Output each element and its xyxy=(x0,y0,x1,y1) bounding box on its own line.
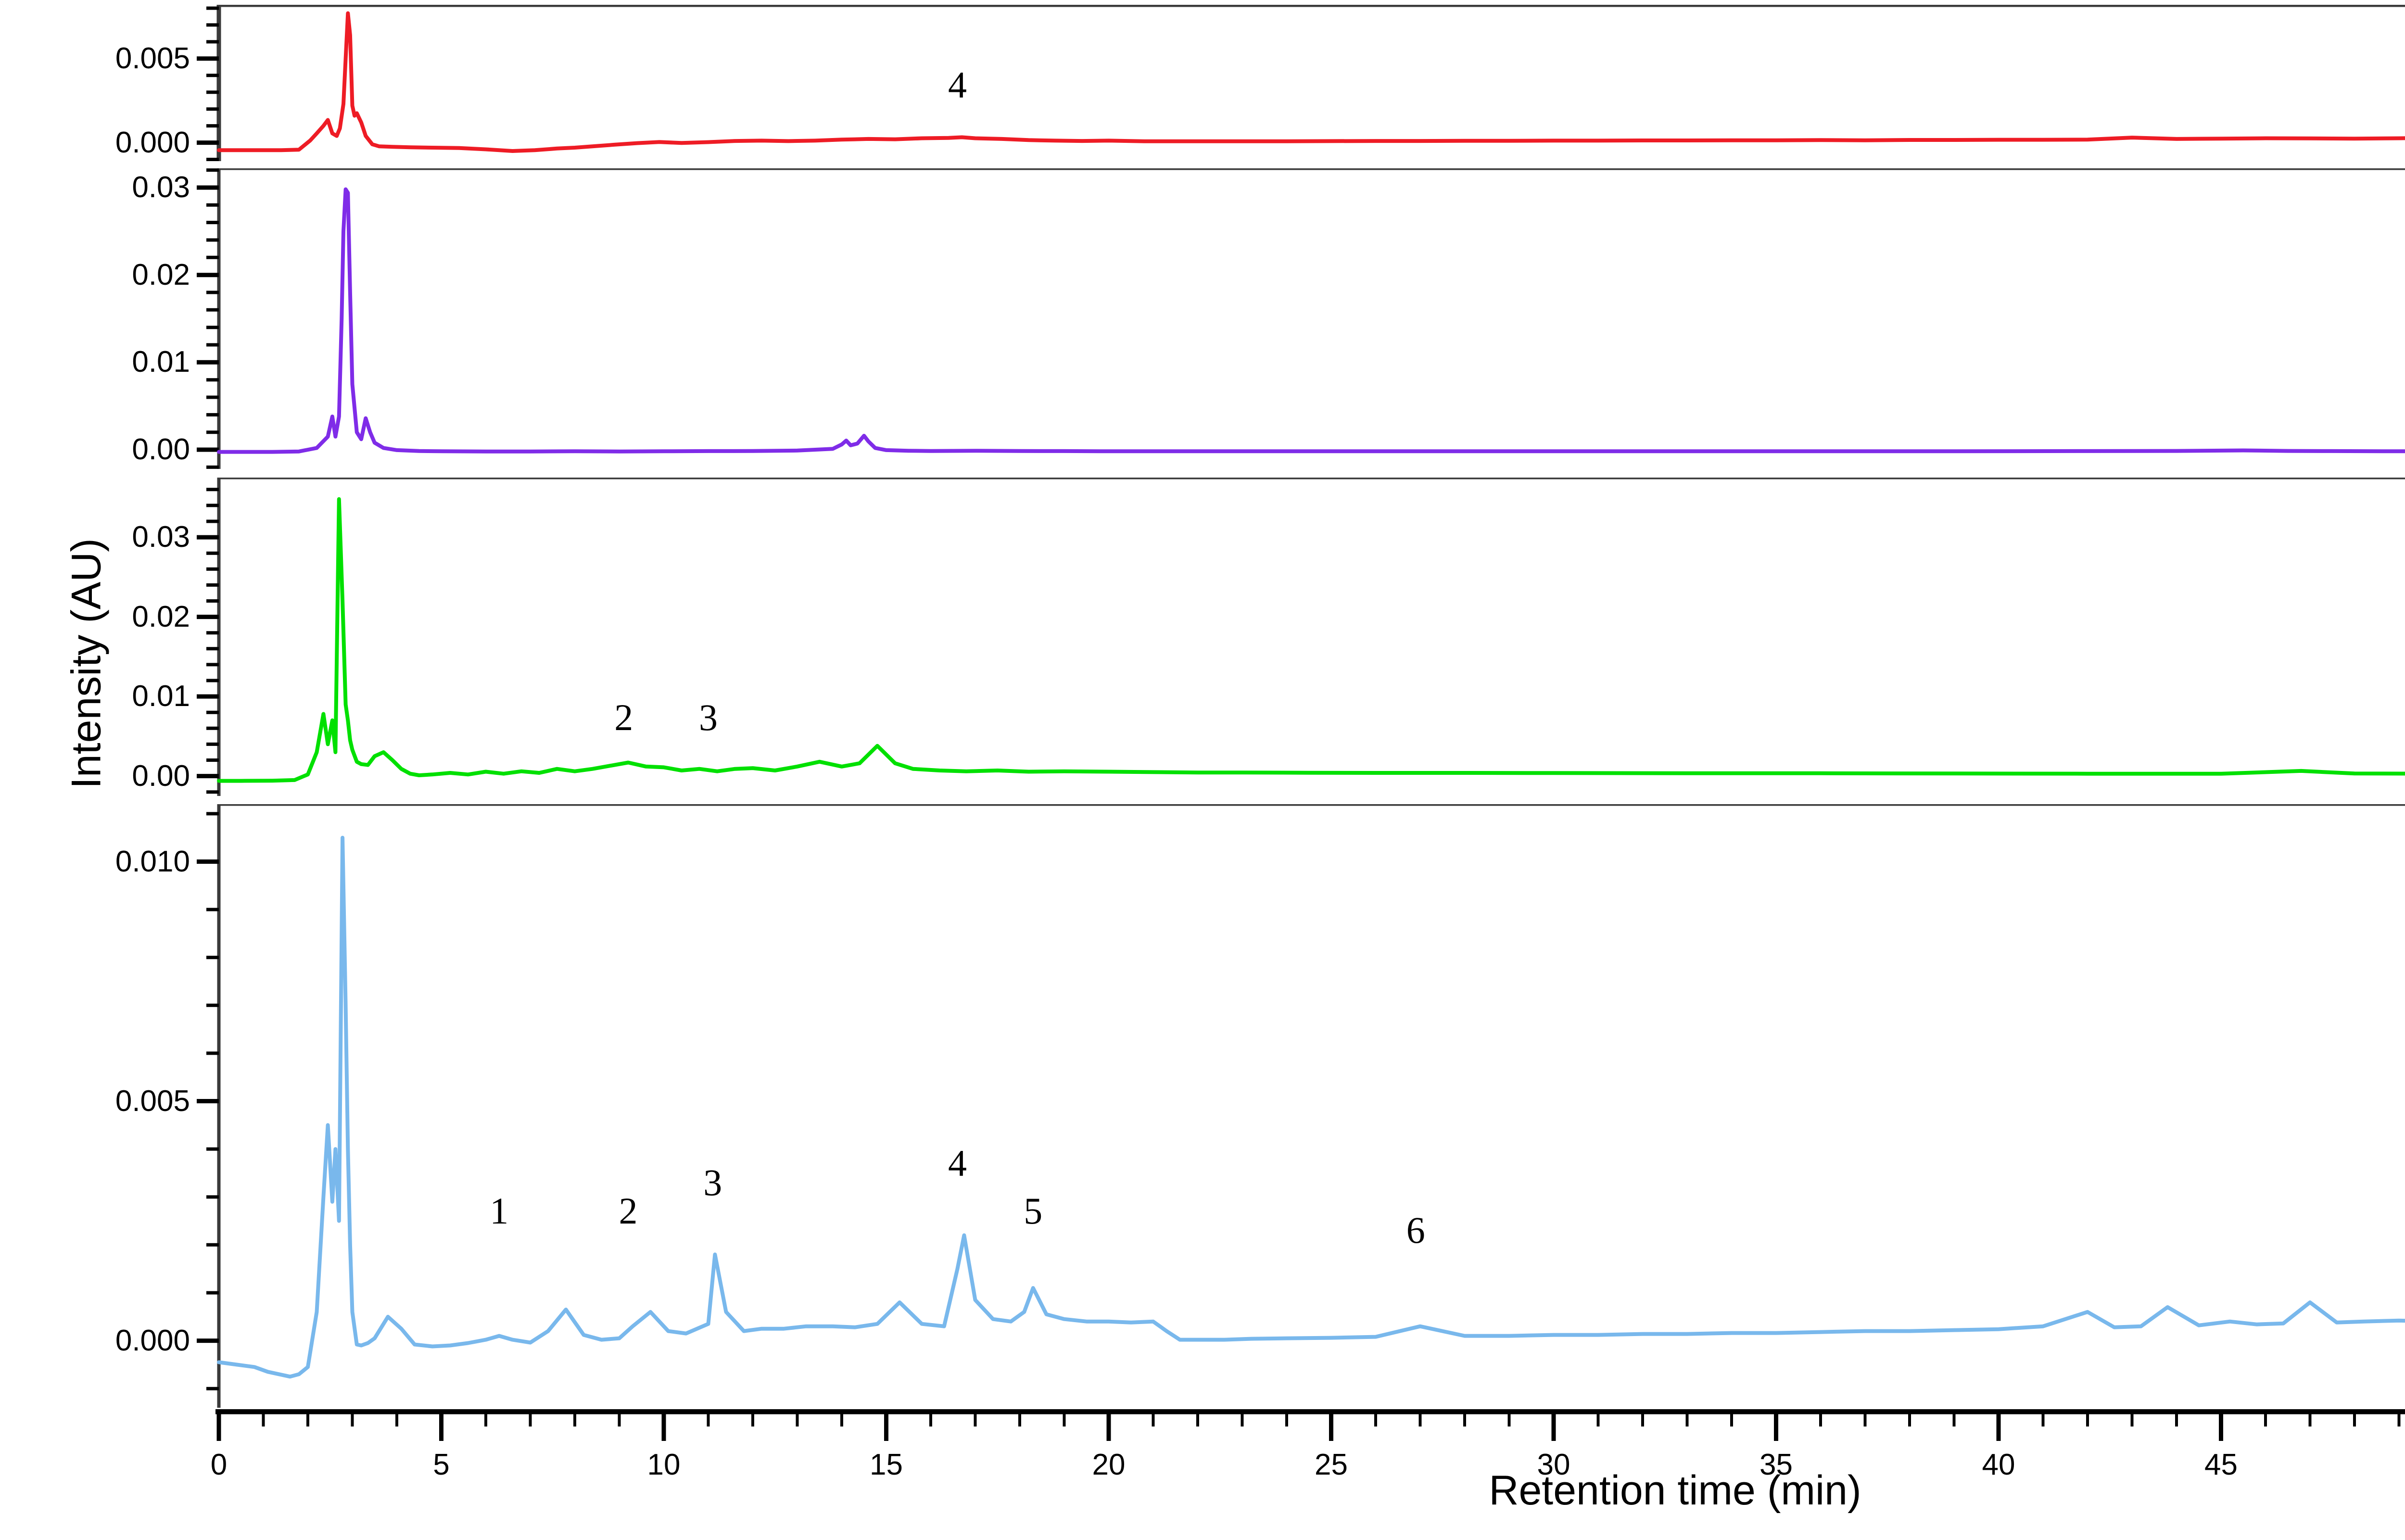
x-axis xyxy=(215,1409,2405,1469)
y-tick-label-b-2: 0.02 xyxy=(132,258,190,291)
x-tick-label-7: 35 xyxy=(1759,1448,1793,1481)
peak-label-a-4: 4 xyxy=(948,63,967,106)
x-tick-label-6: 30 xyxy=(1537,1448,1570,1481)
y-tick-label-d-1: 0.005 xyxy=(115,1084,190,1118)
panel-a-y-ticks xyxy=(197,6,219,161)
trace-d xyxy=(217,835,2405,1379)
x-tick-label-3: 15 xyxy=(870,1448,903,1481)
peak-label-d-6: 6 xyxy=(1406,1209,1425,1251)
x-tick-label-5: 25 xyxy=(1315,1448,1348,1481)
y-tick-label-d-2: 0.010 xyxy=(115,845,190,878)
panel-d-plot xyxy=(197,804,2405,1408)
x-tick-label-0: 0 xyxy=(210,1448,228,1481)
y-tick-label-c-2: 0.02 xyxy=(132,600,190,633)
x-axis-svg xyxy=(215,1409,2405,1441)
panel-a-frame xyxy=(216,5,2405,161)
panel-d-frame xyxy=(217,804,2405,1408)
x-tick-label-9: 45 xyxy=(2204,1448,2238,1481)
x-tick-label-8: 40 xyxy=(1982,1448,2015,1481)
x-tick-label-10: 50 xyxy=(2395,1448,2405,1482)
panel-c xyxy=(0,478,2405,796)
peak-label-d-2: 2 xyxy=(619,1190,638,1232)
x-tick-label-1: 5 xyxy=(433,1448,450,1481)
y-tick-label-c-0: 0.00 xyxy=(132,759,190,793)
y-tick-label-b-0: 0.00 xyxy=(132,433,190,467)
panel-d xyxy=(0,804,2405,1408)
y-tick-label-a-0: 0.000 xyxy=(115,126,190,159)
y-tick-label-b-1: 0.01 xyxy=(132,345,190,379)
trace-c xyxy=(217,497,2405,783)
y-tick-label-b-3: 0.03 xyxy=(132,170,190,204)
panel-b xyxy=(0,168,2405,469)
panel-b-frame xyxy=(217,168,2405,469)
peak-label-d-1: 1 xyxy=(490,1190,509,1232)
trace-b xyxy=(217,187,2405,454)
panel-d-y-ticks xyxy=(197,812,219,1390)
y-tick-label-c-3: 0.03 xyxy=(132,520,190,554)
peak-label-c-3: 3 xyxy=(699,696,718,739)
peak-label-c-2: 2 xyxy=(614,696,633,739)
x-axis-label: Retention time (min) xyxy=(1489,1467,1861,1514)
x-tick-label-4: 20 xyxy=(1092,1448,1126,1481)
panel-a-plot xyxy=(197,5,2405,161)
peak-label-d-5: 5 xyxy=(1024,1190,1043,1232)
peak-label-d-3: 3 xyxy=(703,1161,722,1203)
peak-label-d-4: 4 xyxy=(948,1142,967,1184)
panel-b-plot xyxy=(197,168,2405,469)
panel-c-plot xyxy=(197,478,2405,796)
y-tick-label-a-1: 0.005 xyxy=(115,41,190,75)
y-tick-label-c-1: 0.01 xyxy=(132,680,190,713)
y-tick-label-d-0: 0.000 xyxy=(115,1324,190,1357)
panel-b-y-ticks xyxy=(197,168,219,469)
trace-a xyxy=(217,11,2405,153)
panel-c-frame xyxy=(217,478,2405,796)
x-tick-label-2: 10 xyxy=(647,1448,681,1481)
panel-a xyxy=(0,5,2405,161)
panel-c-y-ticks xyxy=(197,488,219,794)
